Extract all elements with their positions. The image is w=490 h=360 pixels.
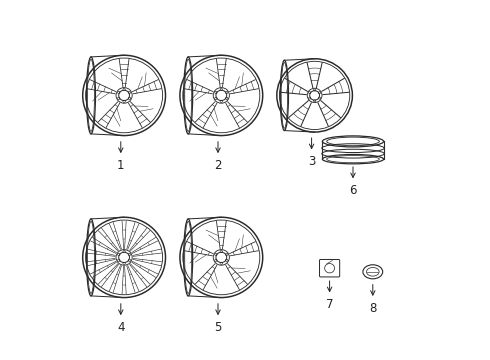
Text: 6: 6 (349, 184, 357, 197)
Text: 7: 7 (326, 298, 333, 311)
Text: 8: 8 (369, 302, 376, 315)
Text: 2: 2 (214, 159, 222, 172)
Text: 4: 4 (117, 321, 124, 334)
Text: 1: 1 (117, 159, 124, 172)
Text: 5: 5 (214, 321, 221, 334)
Text: 3: 3 (308, 155, 315, 168)
